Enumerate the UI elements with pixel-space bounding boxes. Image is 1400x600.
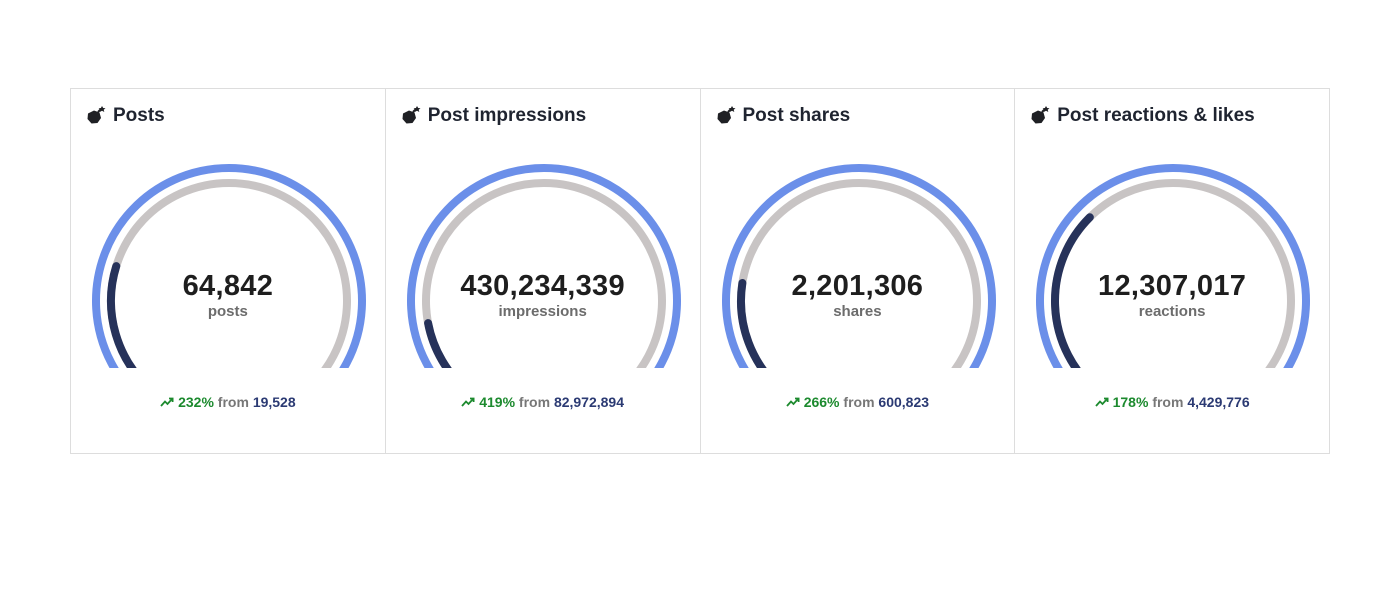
metric: 2,201,306 shares bbox=[701, 269, 1015, 321]
metric-unit: posts bbox=[207, 303, 248, 320]
metric-value: 64,842 bbox=[182, 270, 274, 302]
change-summary: 232% from 19,528 bbox=[71, 394, 385, 410]
card-title: Post impressions bbox=[400, 105, 586, 127]
trend-up-icon bbox=[786, 396, 800, 408]
metric-card-shares: Post shares 2,201,306 shares 266% from 6… bbox=[701, 89, 1016, 453]
metric-card-reactions: Post reactions & likes 12,307,017 reacti… bbox=[1015, 89, 1329, 453]
gauge bbox=[406, 163, 681, 368]
gauge-outer-arc bbox=[1036, 163, 1311, 368]
previous-value: 600,823 bbox=[878, 394, 930, 410]
bomb-icon bbox=[1029, 105, 1051, 127]
from-label: from bbox=[518, 394, 551, 410]
gauge-outer-arc bbox=[92, 163, 366, 368]
card-title-text: Posts bbox=[113, 105, 165, 126]
trend-up-icon bbox=[461, 396, 475, 408]
gauge-fill-arc bbox=[736, 278, 767, 368]
metric-card-impressions: Post impressions 430,234,339 impressions… bbox=[386, 89, 701, 453]
previous-value: 82,972,894 bbox=[553, 394, 625, 410]
gauge-track-arc bbox=[421, 179, 666, 368]
previous-value: 4,429,776 bbox=[1187, 394, 1250, 410]
bomb-icon bbox=[85, 105, 107, 127]
metric-value: 430,234,339 bbox=[460, 270, 625, 302]
from-label: from bbox=[1152, 394, 1184, 410]
change-percent: 266% bbox=[803, 394, 840, 410]
metric: 64,842 posts bbox=[71, 269, 385, 321]
change-percent: 178% bbox=[1112, 394, 1149, 410]
metric: 430,234,339 impressions bbox=[386, 269, 700, 321]
gauge-fill-arc bbox=[423, 319, 452, 368]
metric-value: 12,307,017 bbox=[1098, 270, 1247, 302]
metric-unit: shares bbox=[833, 303, 882, 320]
metrics-cards: Posts 64,842 posts 232% from 19,528 Post… bbox=[70, 88, 1330, 454]
gauge-fill-arc bbox=[107, 262, 137, 368]
card-title-text: Post impressions bbox=[427, 105, 587, 126]
metric-value: 2,201,306 bbox=[791, 270, 924, 302]
bomb-icon bbox=[400, 105, 422, 127]
change-percent: 232% bbox=[178, 394, 214, 410]
from-label: from bbox=[217, 394, 249, 410]
previous-value: 19,528 bbox=[252, 394, 296, 410]
change-summary: 178% from 4,429,776 bbox=[1015, 394, 1329, 410]
metric-card-posts: Posts 64,842 posts 232% from 19,528 bbox=[71, 89, 386, 453]
change-percent: 419% bbox=[479, 394, 516, 410]
trend-up-icon bbox=[160, 396, 174, 408]
change-summary: 266% from 600,823 bbox=[701, 394, 1015, 410]
gauge bbox=[1036, 163, 1311, 368]
card-title: Post shares bbox=[715, 105, 851, 127]
metric-unit: reactions bbox=[1138, 303, 1206, 320]
card-title: Posts bbox=[85, 105, 165, 127]
card-title-text: Post shares bbox=[742, 105, 851, 126]
bomb-icon bbox=[715, 105, 737, 127]
trend-up-icon bbox=[1095, 396, 1109, 408]
gauge bbox=[721, 163, 996, 368]
from-label: from bbox=[843, 394, 875, 410]
metric: 12,307,017 reactions bbox=[1015, 269, 1329, 321]
gauge bbox=[92, 163, 366, 368]
card-title: Post reactions & likes bbox=[1029, 105, 1255, 127]
gauge-fill-arc bbox=[1051, 213, 1095, 368]
change-summary: 419% from 82,972,894 bbox=[386, 394, 700, 410]
gauge-outer-arc bbox=[721, 163, 996, 368]
metric-unit: impressions bbox=[498, 303, 587, 320]
card-title-text: Post reactions & likes bbox=[1057, 105, 1255, 126]
gauge-outer-arc bbox=[406, 163, 681, 368]
